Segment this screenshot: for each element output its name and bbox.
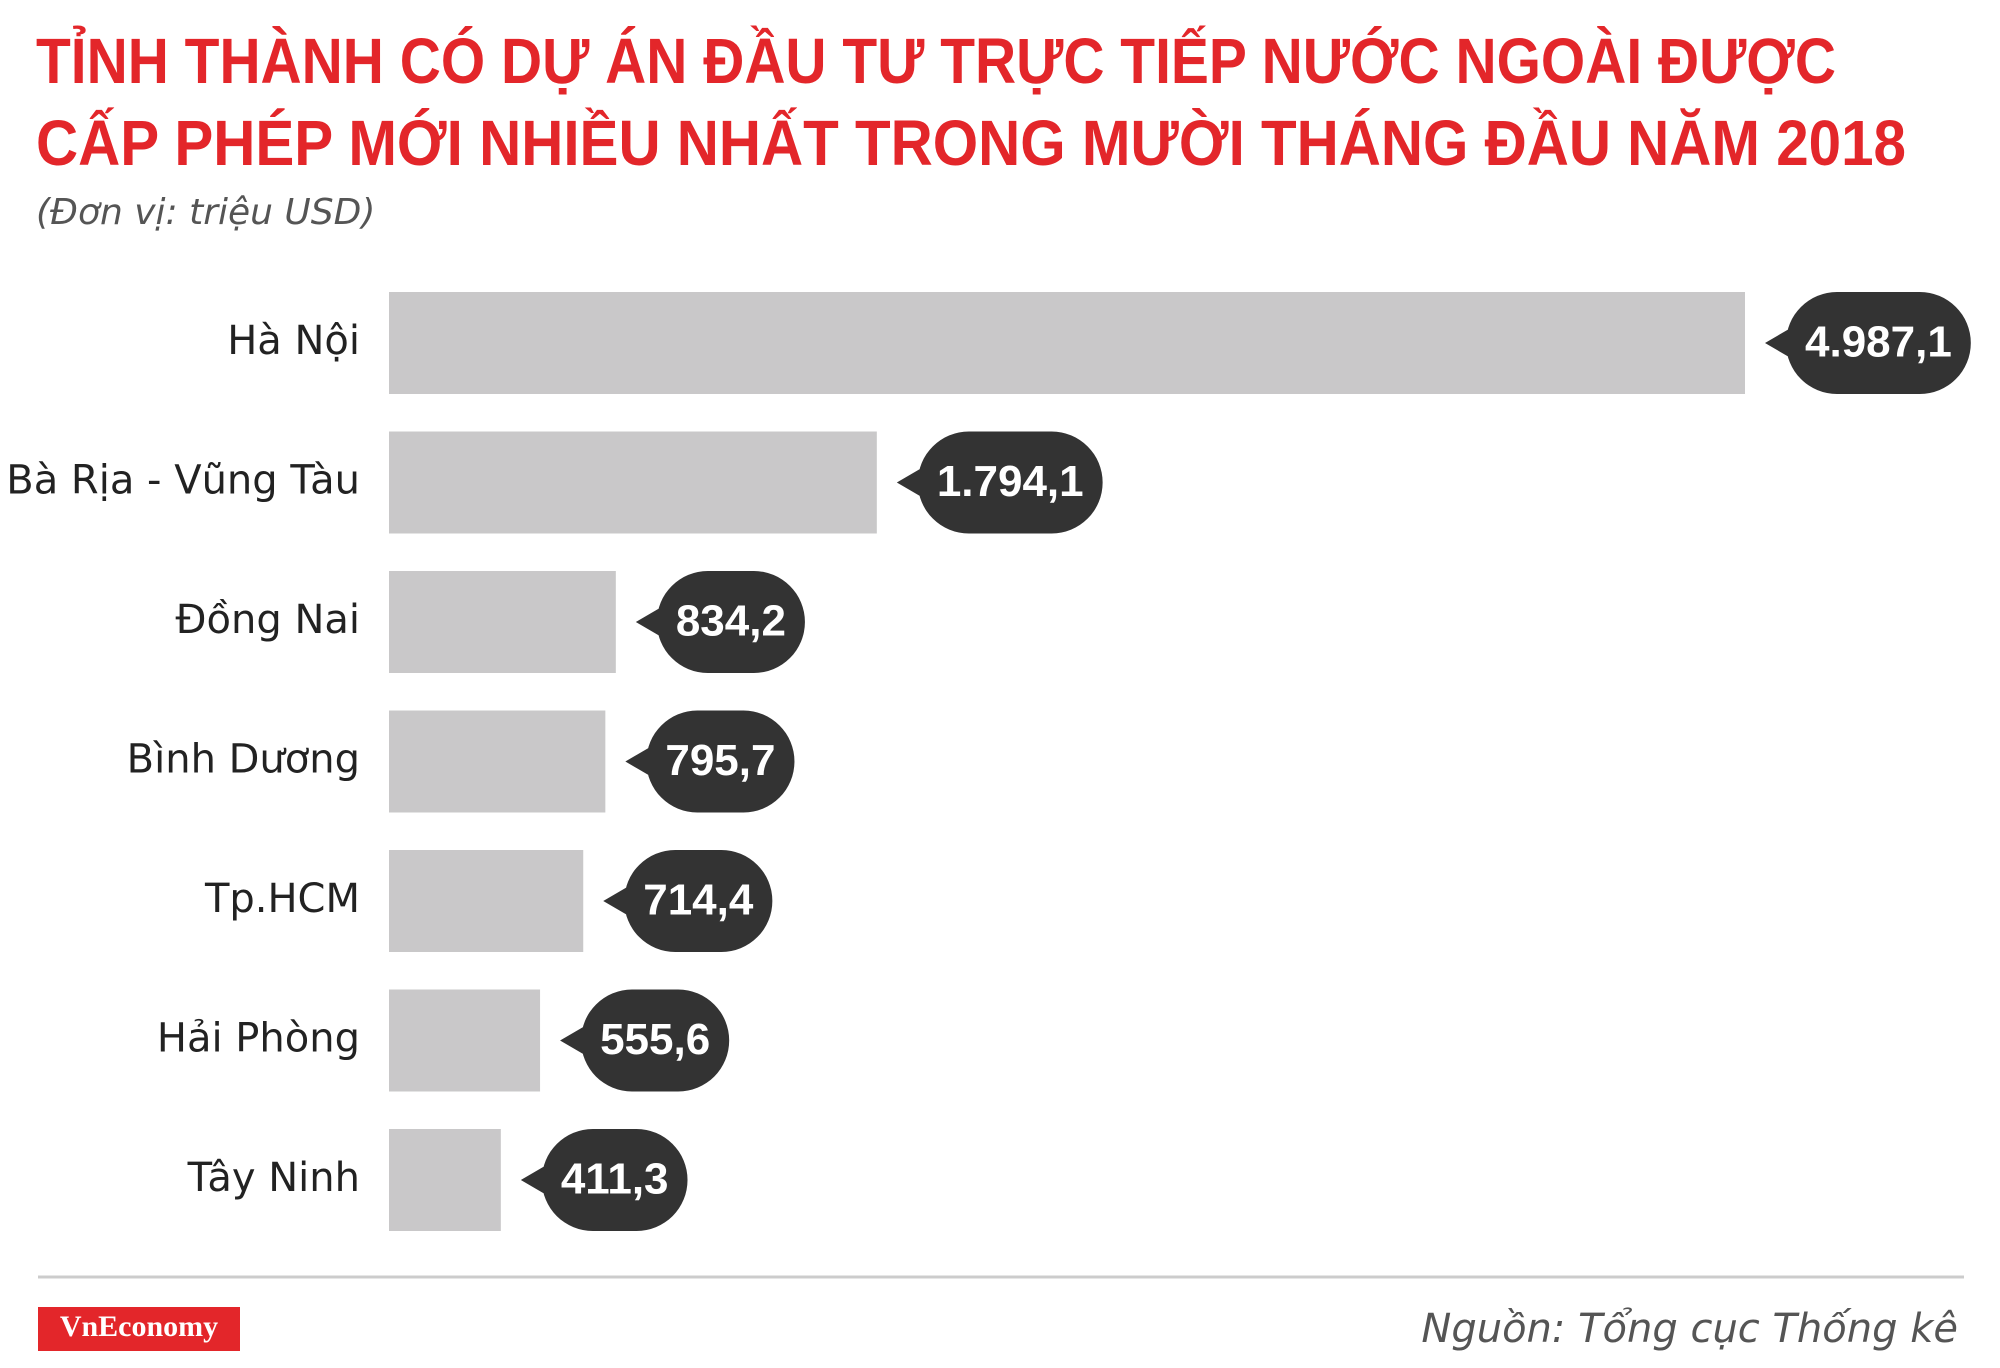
category-label: Hà Nội	[227, 318, 360, 364]
bar	[389, 571, 616, 673]
category-label: Đồng Nai	[176, 597, 360, 643]
category-label: Tp.HCM	[204, 876, 360, 922]
value-bubble	[1765, 292, 1971, 394]
bar	[389, 989, 541, 1092]
value-bubble	[603, 850, 773, 952]
category-label: Tây Ninh	[187, 1155, 360, 1201]
logo: VnEconomy	[60, 1310, 218, 1343]
chart-subtitle: (Đơn vị: triệu USD)	[36, 192, 375, 233]
bar	[389, 292, 1745, 394]
category-label: Bà Rịa - Vũng Tàu	[6, 458, 360, 504]
source: Nguồn: Tổng cục Thống kê	[1421, 1306, 1958, 1352]
category-label: Hải Phòng	[157, 1016, 360, 1062]
bar	[389, 710, 606, 813]
value-label: 834,2	[676, 597, 786, 646]
value-label: 411,3	[561, 1155, 669, 1204]
bar	[389, 431, 877, 534]
value-bubble	[896, 431, 1103, 534]
value-label: 4.987,1	[1805, 318, 1952, 367]
value-label: 1.794,1	[937, 457, 1084, 506]
chart-title: CẤP PHÉP MỚI NHIỀU NHẤT TRONG MƯỜI THÁNG…	[36, 107, 1906, 179]
value-label: 555,6	[600, 1015, 710, 1064]
value-bubble	[520, 1129, 688, 1231]
value-bubble	[560, 989, 730, 1092]
value-bubble	[625, 710, 795, 813]
value-bubble	[635, 571, 805, 673]
value-label: 714,4	[643, 876, 754, 925]
value-label: 795,7	[665, 736, 775, 785]
category-label: Bình Dương	[127, 737, 360, 783]
bar	[389, 850, 584, 952]
bar	[389, 1129, 501, 1231]
logo-box	[38, 1307, 240, 1351]
chart-title: TỈNH THÀNH CÓ DỰ ÁN ĐẦU TƯ TRỰC TIẾP NƯỚ…	[36, 24, 1836, 97]
